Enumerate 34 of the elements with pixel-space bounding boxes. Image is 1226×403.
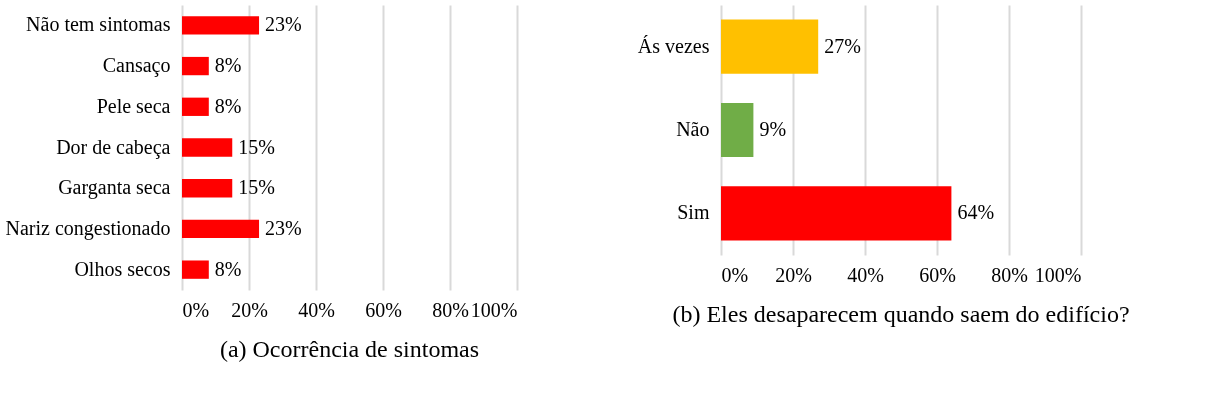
data-label: 23% <box>265 13 302 36</box>
y-tick-label: Cansaço <box>102 54 171 78</box>
x-tick-label: 80% <box>432 298 469 321</box>
y-tick-label: Dor de cabeça <box>56 135 171 159</box>
y-tick-label: Não tem sintomas <box>26 13 171 36</box>
x-tick-label: 100% <box>1034 263 1082 286</box>
x-tick-label: 20% <box>231 298 268 321</box>
x-tick-label: 40% <box>847 263 884 286</box>
data-label: 64% <box>957 201 995 224</box>
y-tick-label: Pele seca <box>96 94 171 117</box>
data-label: 8% <box>214 54 242 77</box>
text: (a) Ocorrência de sintomas <box>219 336 480 362</box>
data-label: 23% <box>265 216 302 239</box>
x-tick-label: 100% <box>470 298 518 321</box>
y-tick-label: Ás vezes <box>637 34 710 57</box>
data-label: 15% <box>238 176 275 199</box>
y-tick-label: Nariz congestionado <box>5 216 171 240</box>
y-tick-label: Garganta seca <box>58 176 171 200</box>
data-label: 15% <box>238 135 275 158</box>
y-tick-label: Não <box>676 118 710 140</box>
data-label: 27% <box>824 34 861 57</box>
x-tick-label: 60% <box>365 298 402 321</box>
y-tick-label: Olhos secos <box>74 257 171 280</box>
x-tick-label: 60% <box>919 263 956 286</box>
data-label: 8% <box>214 94 242 117</box>
data-label: 8% <box>214 257 242 280</box>
x-tick-label: 20% <box>775 263 812 286</box>
x-tick-label: 0% <box>182 298 210 321</box>
text: (b) Eles desaparecem quando saem do edifício? <box>672 301 1130 327</box>
y-tick-label: Sim <box>677 201 710 224</box>
x-tick-label: 80% <box>991 263 1028 286</box>
x-tick-label: 40% <box>298 298 335 321</box>
x-tick-label: 0% <box>721 263 749 286</box>
data-label: 9% <box>759 118 787 140</box>
